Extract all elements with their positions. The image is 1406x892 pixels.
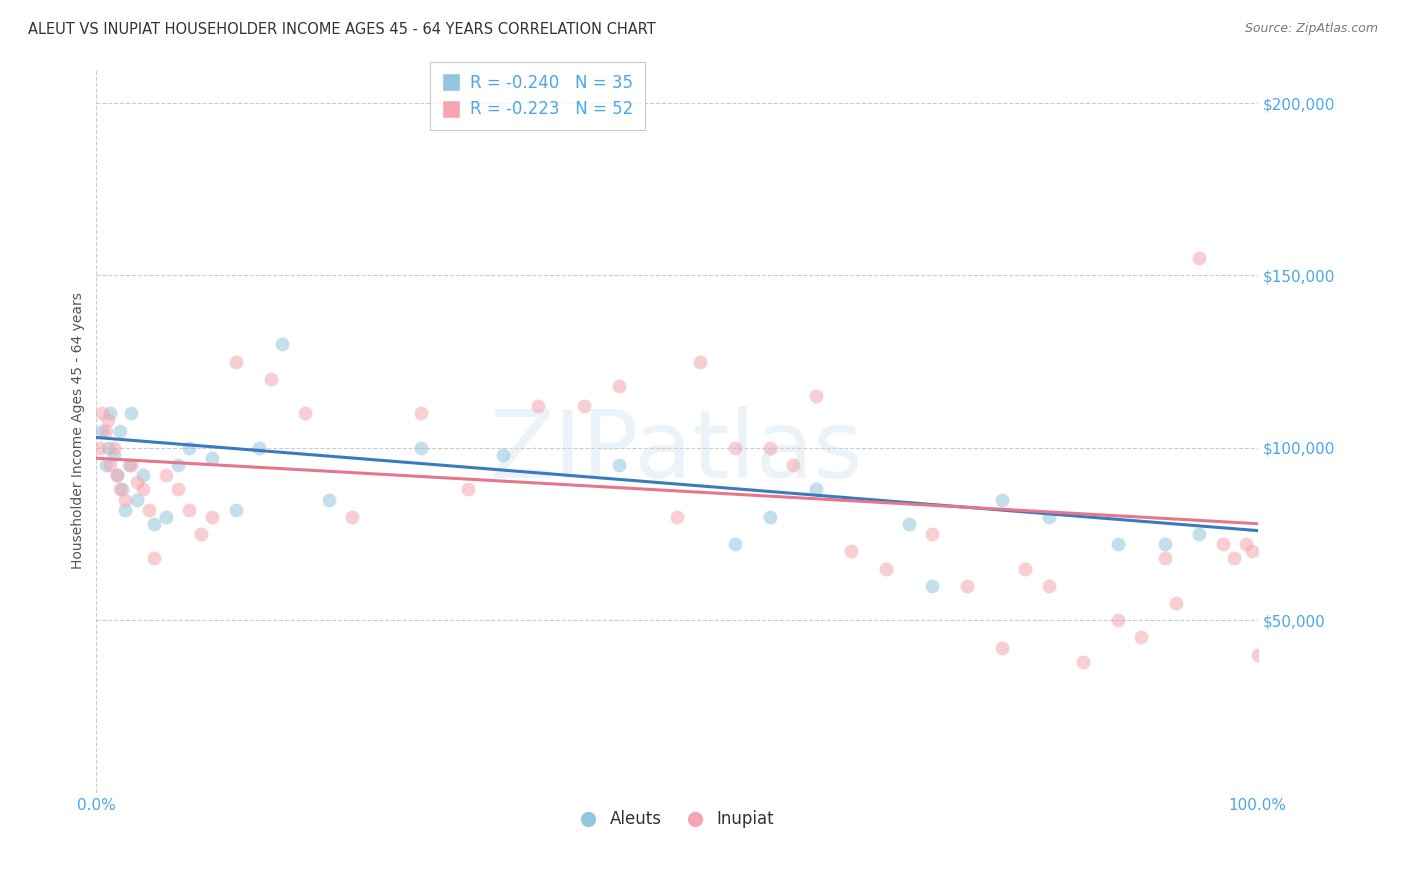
Point [108,482,131,496]
Point [411,441,433,455]
Point [114,503,136,517]
Point [91,424,114,438]
Point [724,441,747,455]
Point [105,468,128,483]
Point [201,509,224,524]
Point [875,561,897,575]
Point [294,406,316,420]
Point [572,400,595,414]
Point [98,406,121,420]
Point [225,354,247,368]
Point [689,354,711,368]
Text: ALEUT VS INUPIAT HOUSEHOLDER INCOME AGES 45 - 64 YEARS CORRELATION CHART: ALEUT VS INUPIAT HOUSEHOLDER INCOME AGES… [28,22,655,37]
Point [105,468,128,483]
Point [166,482,188,496]
Point [1153,537,1175,551]
Point [1188,527,1211,541]
Point [1130,631,1153,645]
Point [1014,561,1036,575]
Point [921,527,943,541]
Point [411,406,433,420]
Point [782,458,804,472]
Point [1038,579,1060,593]
Point [179,441,201,455]
Point [607,378,630,392]
Y-axis label: Householder Income Ages 45 - 64 years: Householder Income Ages 45 - 64 years [72,293,86,569]
Point [898,516,921,531]
Point [1107,613,1129,627]
Point [759,509,782,524]
Point [155,468,177,483]
Point [201,451,224,466]
Point [108,424,131,438]
Point [1153,551,1175,566]
Point [97,441,120,455]
Point [190,527,212,541]
Point [166,458,188,472]
Point [806,389,828,403]
Point [607,458,630,472]
Point [94,458,117,472]
Point [138,503,160,517]
Point [225,503,247,517]
Point [806,482,828,496]
Text: ZIPatlas: ZIPatlas [491,407,863,499]
Point [991,640,1014,655]
Point [120,406,142,420]
Point [118,458,141,472]
Point [1240,544,1263,558]
Point [91,406,114,420]
Point [1166,596,1188,610]
Point [125,492,148,507]
Point [340,509,363,524]
Point [921,579,943,593]
Point [457,482,479,496]
Point [132,468,155,483]
Point [526,400,548,414]
Point [155,509,177,524]
Point [1223,551,1246,566]
Point [120,458,142,472]
Point [956,579,979,593]
Point [759,441,782,455]
Point [111,482,134,496]
Point [991,492,1014,507]
Point [318,492,340,507]
Point [1188,251,1211,265]
Point [1038,509,1060,524]
Point [98,458,121,472]
Point [179,503,201,517]
Point [103,441,125,455]
Point [114,492,136,507]
Point [94,424,117,438]
Point [132,482,155,496]
Point [143,516,166,531]
Point [271,337,294,351]
Point [665,509,688,524]
Point [125,475,148,490]
Point [1073,655,1095,669]
Point [1212,537,1234,551]
Point [143,551,166,566]
Point [492,448,515,462]
Text: Source: ZipAtlas.com: Source: ZipAtlas.com [1244,22,1378,36]
Point [1107,537,1129,551]
Point [97,413,120,427]
Point [259,372,281,386]
Point [724,537,747,551]
Point [247,441,270,455]
Legend: Aleuts, Inupiat: Aleuts, Inupiat [574,804,780,835]
Point [1234,537,1257,551]
Point [103,448,125,462]
Point [1246,648,1268,662]
Point [839,544,862,558]
Point [89,441,111,455]
